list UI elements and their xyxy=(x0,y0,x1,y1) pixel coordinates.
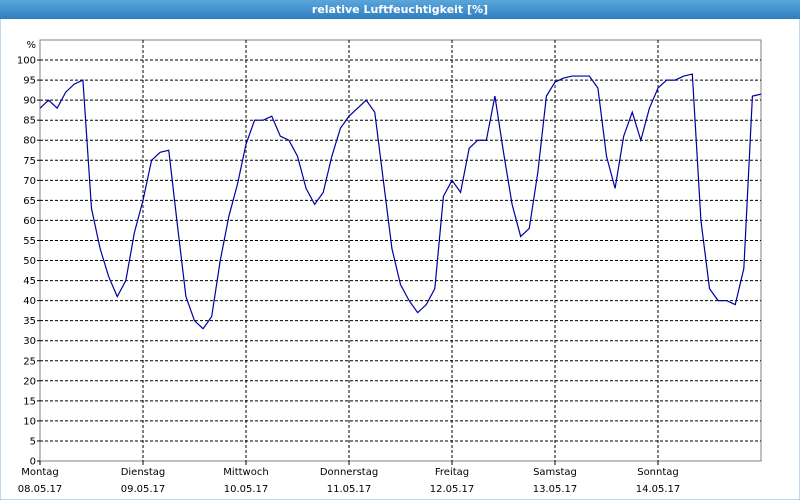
x-tick-label: Samstag xyxy=(533,467,577,478)
y-tick-label: 75 xyxy=(23,156,36,167)
y-tick-label: 50 xyxy=(23,256,36,267)
x-tick-label: Donnerstag xyxy=(320,467,378,478)
y-tick-label: 70 xyxy=(23,176,36,187)
y-tick-label: 45 xyxy=(23,276,36,287)
y-tick-label: 20 xyxy=(23,376,36,387)
y-tick-label: 60 xyxy=(23,216,36,227)
y-tick-label: 85 xyxy=(23,116,36,127)
data-line xyxy=(39,73,762,330)
plot-frame xyxy=(39,39,762,462)
y-tick-label: 5 xyxy=(30,436,36,447)
y-tick-label: 30 xyxy=(23,336,36,347)
x-tick-label: Freitag xyxy=(435,467,469,478)
x-tick-label: Dienstag xyxy=(121,467,166,478)
x-tick-date: 09.05.17 xyxy=(121,484,166,495)
y-tick-label: 55 xyxy=(23,236,36,247)
title-bar xyxy=(0,0,800,19)
x-tick-date: 14.05.17 xyxy=(636,484,681,495)
y-tick-label: 25 xyxy=(23,356,36,367)
x-tick-label: Sonntag xyxy=(637,467,679,478)
x-tick-label: Mittwoch xyxy=(223,467,268,478)
y-tick-label: 100 xyxy=(17,56,36,67)
y-tick-label: 10 xyxy=(23,416,36,427)
chart-title: relative Luftfeuchtigkeit [%] xyxy=(312,3,488,16)
y-tick-label: 15 xyxy=(23,396,36,407)
x-tick-date: 08.05.17 xyxy=(18,484,63,495)
y-tick-label: 80 xyxy=(23,136,36,147)
y-tick-label: 95 xyxy=(23,76,36,87)
x-tick-label: Montag xyxy=(21,467,58,478)
x-tick-date: 13.05.17 xyxy=(533,484,578,495)
x-tick-date: 12.05.17 xyxy=(430,484,475,495)
y-tick-label: 40 xyxy=(23,296,36,307)
y-tick-label: 35 xyxy=(23,316,36,327)
y-axis-label: % xyxy=(26,40,36,51)
y-tick-label: 0 xyxy=(30,457,36,468)
x-tick-date: 10.05.17 xyxy=(224,484,269,495)
y-tick-label: 65 xyxy=(23,196,36,207)
x-tick-date: 11.05.17 xyxy=(327,484,372,495)
y-tick-label: 90 xyxy=(23,96,36,107)
